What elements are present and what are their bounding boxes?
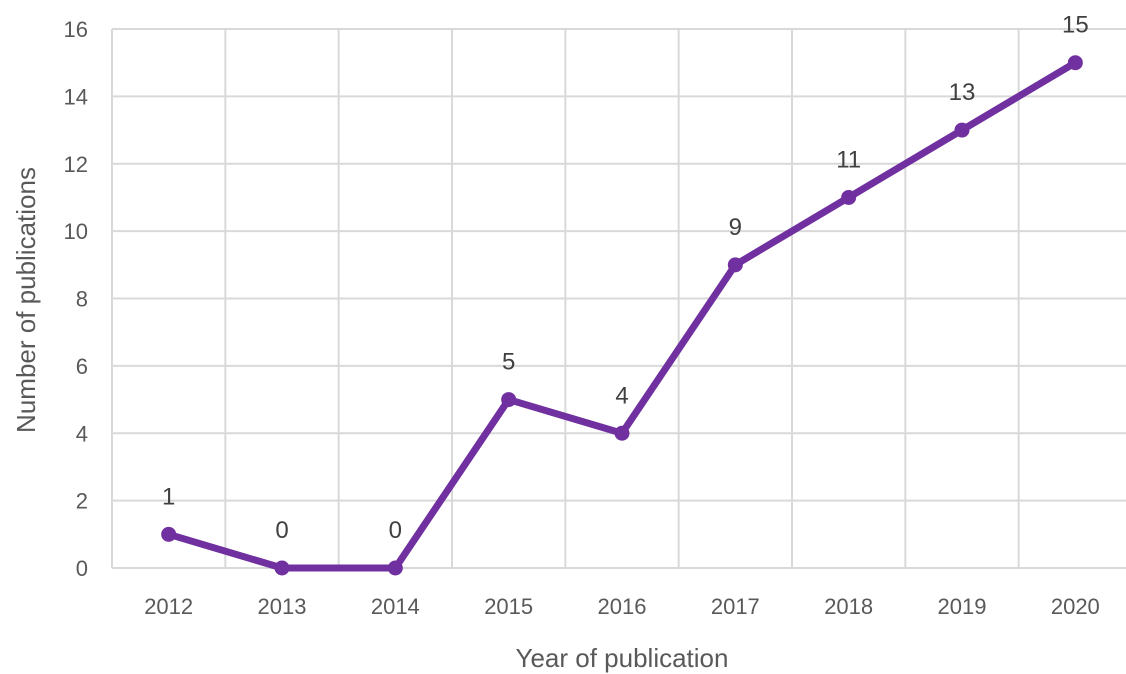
x-tick-label: 2012 [144,594,193,619]
data-label: 13 [949,79,976,106]
x-axis-title: Year of publication [516,643,729,673]
y-axis-title: Number of publications [11,167,41,433]
y-tick-label: 8 [76,287,88,312]
y-tick-label: 4 [76,421,88,446]
y-tick-label: 12 [64,152,88,177]
data-label: 15 [1062,12,1089,39]
data-point [387,560,403,576]
data-point [954,122,970,138]
x-tick-label: 2015 [484,594,533,619]
series-publications [161,55,1083,576]
x-tick-label: 2018 [824,594,873,619]
x-tick-label: 2014 [371,594,420,619]
data-point [161,526,177,542]
data-label: 11 [836,146,861,173]
y-tick-label: 10 [64,219,88,244]
data-point [727,257,743,273]
data-point [841,189,857,205]
data-label: 1 [162,483,175,510]
data-label: 9 [729,214,742,241]
x-tick-label: 2013 [258,594,307,619]
y-tick-label: 0 [76,556,88,581]
data-point [501,392,517,408]
data-label: 0 [275,517,288,544]
data-labels: 1 0 0 5 4 9 11 13 15 [162,12,1089,544]
y-axis-ticks: 0 2 4 6 8 10 12 14 16 [64,17,88,581]
data-label: 4 [615,382,628,409]
chart-grid [111,28,1126,569]
y-tick-label: 2 [76,489,88,514]
series-line [165,59,1079,572]
data-label: 5 [502,349,515,376]
data-label: 0 [389,517,402,544]
data-point [274,560,290,576]
x-tick-label: 2017 [711,594,760,619]
x-tick-label: 2020 [1051,594,1100,619]
x-tick-label: 2016 [598,594,647,619]
y-tick-label: 6 [76,354,88,379]
x-tick-label: 2019 [938,594,987,619]
y-tick-label: 16 [64,17,88,42]
y-tick-label: 14 [64,84,88,109]
x-axis-ticks: 2012 2013 2014 2015 2016 2017 2018 2019 2020 [144,594,1100,619]
data-point [614,425,630,441]
data-point [1067,55,1083,71]
